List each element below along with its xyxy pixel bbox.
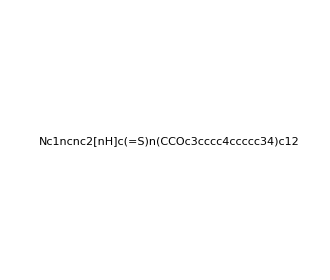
Text: Nc1ncnc2[nH]c(=S)n(CCOc3cccc4ccccc34)c12: Nc1ncnc2[nH]c(=S)n(CCOc3cccc4ccccc34)c12 — [39, 136, 300, 146]
